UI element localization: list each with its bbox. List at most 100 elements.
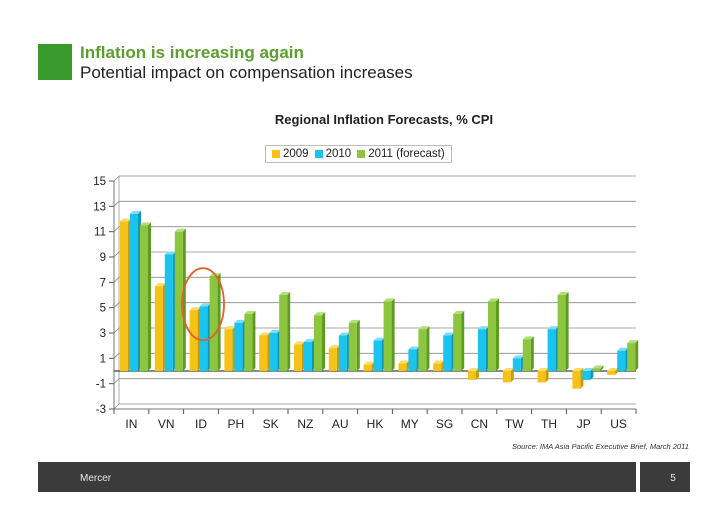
x-tick-label-CN: CN bbox=[471, 417, 488, 431]
bar-2009-AU bbox=[328, 348, 337, 371]
bar-side bbox=[565, 292, 569, 371]
y-tick-label: 3 bbox=[100, 328, 106, 340]
bar-top bbox=[120, 218, 131, 222]
bar-2010-VN bbox=[164, 254, 173, 371]
chart-title: Regional Inflation Forecasts, % CPI bbox=[274, 112, 494, 127]
gridline-depth bbox=[113, 201, 120, 207]
bar-top bbox=[314, 312, 325, 316]
bar-side bbox=[182, 228, 186, 371]
x-tick-label-AU: AU bbox=[332, 417, 349, 431]
bar-2009-US bbox=[607, 371, 616, 375]
bar-top bbox=[468, 368, 479, 371]
bar-2009-CN bbox=[468, 371, 476, 380]
bar-top bbox=[338, 332, 350, 336]
bar-top bbox=[617, 347, 629, 351]
bar-top bbox=[199, 303, 211, 307]
bar-top bbox=[537, 368, 549, 371]
bar-2009-PH bbox=[224, 329, 233, 371]
bar-top bbox=[189, 307, 201, 311]
bar-top bbox=[174, 228, 186, 232]
bar-2011-VN bbox=[174, 231, 183, 371]
bar-top bbox=[363, 361, 375, 365]
y-tick-label: 1 bbox=[100, 353, 106, 365]
bar-2009-IN bbox=[120, 221, 128, 371]
bar-2011-HK bbox=[383, 301, 392, 371]
legend-swatch-2009 bbox=[272, 150, 280, 158]
bar-2011-MY bbox=[418, 329, 427, 371]
bar-top bbox=[572, 368, 584, 371]
header-accent-square bbox=[38, 44, 72, 80]
bar-top bbox=[328, 345, 340, 349]
bar-2009-SK bbox=[259, 335, 268, 371]
bar-2010-SG bbox=[443, 335, 452, 371]
bar-2010-US bbox=[617, 350, 626, 371]
x-tick-label-US: US bbox=[610, 417, 627, 431]
x-tick-label-SK: SK bbox=[263, 417, 279, 431]
bar-top bbox=[130, 210, 141, 214]
y-tick-label: 15 bbox=[93, 176, 106, 188]
bar-2011-TH bbox=[557, 295, 566, 371]
footer-company: Mercer bbox=[80, 473, 112, 484]
y-tick-label: 11 bbox=[94, 227, 106, 239]
bar-top bbox=[348, 319, 360, 323]
bar-side bbox=[635, 340, 639, 371]
bar-top bbox=[234, 319, 246, 323]
bar-2010-SK bbox=[269, 333, 278, 371]
bar-top bbox=[592, 365, 604, 369]
legend-swatch-2010 bbox=[314, 150, 323, 158]
bar-top bbox=[279, 292, 291, 295]
bar-top bbox=[512, 355, 524, 359]
x-tick-label-ID: ID bbox=[195, 417, 207, 431]
bar-top bbox=[140, 222, 151, 226]
bar-2010-TH bbox=[547, 329, 556, 371]
bar-top bbox=[522, 336, 534, 340]
gridline-depth bbox=[113, 175, 120, 182]
bar-top bbox=[304, 338, 315, 342]
bar-2011-JP bbox=[592, 368, 601, 371]
bar-2011-PH bbox=[244, 314, 253, 371]
legend-swatch-2011 bbox=[357, 150, 366, 158]
x-tick-label-NZ: NZ bbox=[297, 417, 313, 431]
gridline-depth bbox=[113, 251, 120, 258]
bar-2010-PH bbox=[234, 322, 243, 371]
bar-2011-ID bbox=[209, 276, 218, 371]
bar-top bbox=[478, 326, 489, 330]
gridline-depth bbox=[113, 378, 120, 384]
bar-2010-IN bbox=[130, 213, 138, 371]
bar-top bbox=[418, 326, 430, 330]
bar-top bbox=[488, 298, 499, 302]
gridline-depth bbox=[113, 353, 120, 359]
bar-2010-ID bbox=[199, 306, 208, 371]
bar-top bbox=[433, 360, 445, 364]
bar-top bbox=[582, 368, 594, 371]
bar-top bbox=[408, 346, 420, 350]
bar-2009-SG bbox=[433, 363, 442, 371]
bar-side bbox=[322, 312, 325, 371]
x-tick-label-TH: TH bbox=[541, 417, 557, 431]
bar-top bbox=[164, 251, 176, 255]
bar-side bbox=[287, 292, 291, 371]
gridline-depth bbox=[113, 302, 120, 308]
y-tick-label: -1 bbox=[96, 379, 106, 391]
bar-side bbox=[148, 222, 151, 371]
bar-side bbox=[545, 368, 549, 383]
y-tick-label: 7 bbox=[100, 277, 106, 289]
y-tick-label: -3 bbox=[96, 404, 106, 416]
gridline-depth bbox=[113, 277, 120, 283]
bar-2009-TW bbox=[502, 371, 511, 383]
bar-2009-HK bbox=[363, 364, 372, 371]
x-tick-label-SG: SG bbox=[436, 417, 453, 431]
page-number-text: 5 bbox=[670, 473, 676, 484]
legend-item-2009: 2009 bbox=[272, 148, 309, 160]
gridline-depth bbox=[113, 403, 120, 410]
source-note: Source: IMA Asia Pacific Executive Brief… bbox=[512, 442, 689, 451]
x-tick-label-VN: VN bbox=[158, 417, 175, 431]
bar-2011-AU bbox=[348, 322, 357, 371]
bar-top bbox=[373, 337, 385, 341]
footer-bar bbox=[38, 462, 636, 492]
bar-2010-HK bbox=[373, 340, 382, 371]
page-number-box bbox=[640, 462, 690, 492]
bar-2011-SK bbox=[279, 295, 288, 371]
bar-2011-SG bbox=[453, 314, 462, 371]
bar-side bbox=[217, 273, 221, 371]
